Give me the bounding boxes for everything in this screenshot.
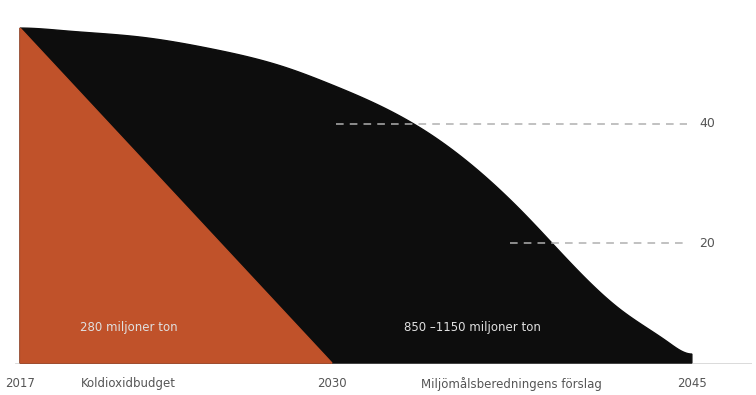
- Text: 40: 40: [699, 117, 715, 130]
- Polygon shape: [20, 28, 332, 363]
- Text: 280 miljoner ton: 280 miljoner ton: [80, 321, 178, 334]
- Text: 20: 20: [699, 237, 715, 250]
- Polygon shape: [20, 28, 692, 363]
- Text: 850 –1150 miljoner ton: 850 –1150 miljoner ton: [404, 321, 541, 334]
